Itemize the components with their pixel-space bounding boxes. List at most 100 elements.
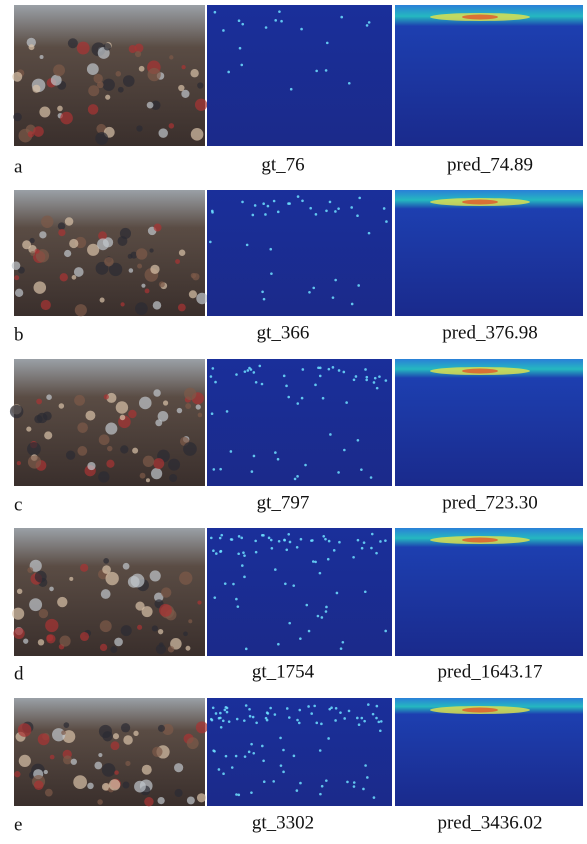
photo-detail	[135, 601, 144, 610]
gt-dot	[210, 537, 213, 540]
gt-dot	[325, 779, 328, 782]
gt-dot	[384, 539, 387, 542]
photo-detail	[197, 82, 203, 88]
photo-detail	[66, 450, 75, 459]
photo-detail	[111, 741, 120, 750]
photo-detail	[113, 733, 119, 739]
gt-dot	[266, 719, 269, 722]
gt-dot	[302, 368, 305, 371]
photo-detail	[191, 273, 196, 278]
gt-dot	[345, 401, 348, 404]
photo-detail	[141, 284, 145, 288]
gt-dot	[294, 478, 297, 481]
gt-dot	[333, 549, 336, 552]
gt-dot	[360, 468, 363, 471]
gt-dot	[366, 376, 369, 379]
gt-dot	[360, 717, 363, 720]
photo-detail	[38, 639, 44, 645]
photo-detail	[100, 644, 107, 651]
photo-detail	[99, 725, 112, 738]
photo-detail	[196, 404, 201, 409]
photo-detail	[158, 629, 163, 634]
gt-dot	[293, 755, 296, 758]
gt-dot	[313, 705, 316, 708]
gt-dot	[274, 19, 277, 22]
photo-detail	[74, 267, 84, 277]
gt-dot	[351, 303, 354, 306]
gt-dot	[321, 785, 324, 788]
gt-dot	[212, 367, 215, 370]
gt-dot	[366, 24, 369, 27]
pred-count: pred_376.98	[442, 322, 538, 343]
gt-count: gt_3302	[252, 812, 314, 833]
photo-detail	[159, 642, 164, 647]
gt-dot	[310, 539, 313, 542]
photo-detail	[10, 405, 23, 418]
photo-detail	[159, 281, 165, 287]
gt-dot	[266, 711, 269, 714]
gt-dot	[310, 712, 313, 715]
pred-count: pred_723.30	[442, 492, 538, 513]
photo-detail	[87, 783, 94, 790]
gt-dot	[231, 538, 234, 541]
photo-detail	[169, 123, 174, 128]
gt-dot	[330, 706, 333, 709]
gt-dot	[377, 721, 380, 724]
photo-detail	[39, 107, 50, 118]
photo-detail	[87, 462, 95, 470]
photo-detail	[132, 448, 138, 454]
gt-dot	[308, 630, 311, 633]
photo-detail	[60, 273, 68, 281]
gt-density-map	[207, 359, 392, 486]
gt-dot	[373, 796, 376, 799]
photo-detail	[103, 79, 115, 91]
photo-detail	[15, 289, 23, 297]
gt-dot	[290, 88, 293, 91]
gt-dot	[287, 202, 290, 205]
gt-dot	[274, 568, 277, 571]
photo-detail	[102, 763, 116, 777]
photo-detail	[150, 570, 161, 581]
photo-detail	[144, 797, 153, 806]
photo-detail	[195, 99, 207, 111]
photo-detail	[136, 125, 142, 131]
gt-dot	[232, 583, 235, 586]
photo-detail	[152, 625, 158, 631]
photo-detail	[134, 781, 146, 793]
gt-dot	[255, 551, 258, 554]
photo-detail	[198, 413, 203, 418]
gt-dot	[255, 721, 258, 724]
gt-dot	[238, 19, 241, 22]
gt-dot	[289, 541, 292, 544]
photo-detail	[46, 394, 52, 400]
photo-detail	[64, 722, 70, 728]
gt-dot	[282, 749, 285, 752]
photo-detail	[105, 95, 110, 100]
row-label: b	[14, 324, 24, 345]
gt-dot	[312, 560, 315, 563]
photo-detail	[14, 771, 20, 777]
gt-dot	[224, 709, 227, 712]
gt-dot	[219, 712, 222, 715]
photo-detail	[69, 239, 78, 248]
gt-dot	[328, 368, 331, 371]
gt-dot	[270, 272, 273, 275]
gt-dot	[244, 370, 247, 373]
gt-dot	[364, 590, 367, 593]
photo-detail	[101, 589, 111, 599]
gt-dot	[277, 211, 280, 214]
gt-dot	[319, 749, 322, 752]
photo-detail	[154, 224, 162, 232]
gt-dot	[305, 604, 308, 607]
gt-dot	[343, 449, 346, 452]
photo-detail	[98, 753, 102, 757]
gt-dot	[352, 556, 355, 559]
gt-dot	[222, 29, 225, 32]
gt-dot	[235, 793, 238, 796]
photo-detail	[196, 721, 208, 733]
gt-dot	[332, 366, 335, 369]
gt-dot	[343, 717, 346, 720]
photo-detail	[159, 604, 172, 617]
gt-dot	[220, 534, 223, 537]
gt-dot	[247, 369, 250, 372]
